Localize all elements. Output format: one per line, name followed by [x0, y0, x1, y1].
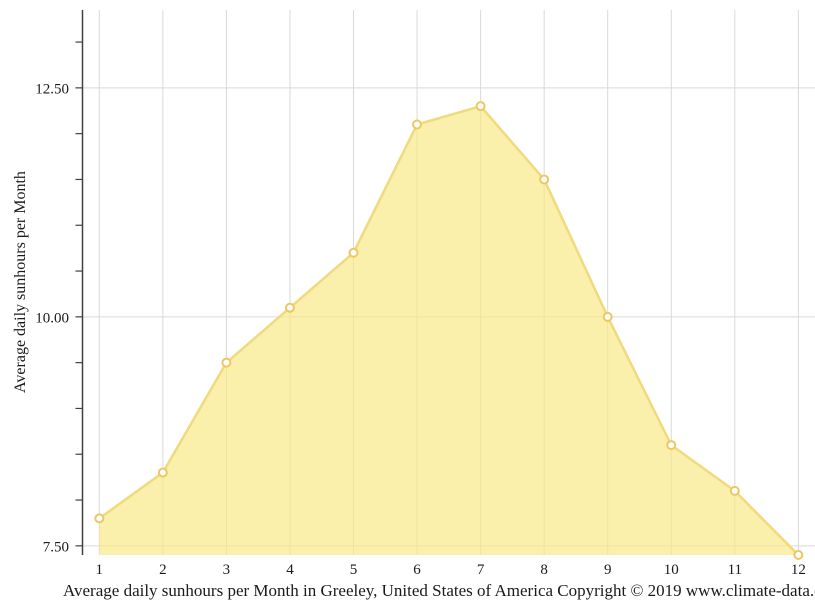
data-point-marker — [412, 119, 423, 130]
x-tick-label: 12 — [791, 562, 806, 578]
data-point-marker — [793, 550, 804, 560]
x-tick-label: 1 — [96, 562, 104, 578]
data-point-marker — [602, 311, 613, 322]
x-tick-label: 2 — [159, 562, 167, 578]
x-tick-label: 3 — [223, 562, 231, 578]
data-point-marker — [348, 247, 359, 258]
data-point-marker — [221, 357, 232, 368]
data-point-marker — [666, 440, 677, 451]
area-fill — [99, 106, 799, 556]
chart-caption: Average daily sunhours per Month in Gree… — [63, 581, 815, 600]
x-tick-label: 11 — [728, 562, 742, 578]
data-point-marker — [157, 467, 168, 478]
data-line — [98, 104, 800, 556]
x-tick-label: 9 — [604, 562, 612, 578]
data-point-marker — [284, 302, 295, 313]
data-point-marker — [729, 485, 740, 496]
data-point-marker — [94, 513, 105, 524]
y-tick-label: 12.50 — [35, 81, 69, 97]
y-tick-label: 10.00 — [35, 310, 69, 326]
x-tick-label: 10 — [664, 562, 679, 578]
data-point-marker — [539, 174, 550, 185]
x-tick-label: 5 — [350, 562, 358, 578]
x-tick-label: 7 — [477, 562, 485, 578]
y-tick-label: 7.50 — [43, 539, 69, 555]
x-tick-label: 8 — [540, 562, 548, 578]
x-tick-label: 6 — [413, 562, 421, 578]
x-tick-label: 4 — [286, 562, 294, 578]
data-point-marker — [475, 101, 486, 112]
